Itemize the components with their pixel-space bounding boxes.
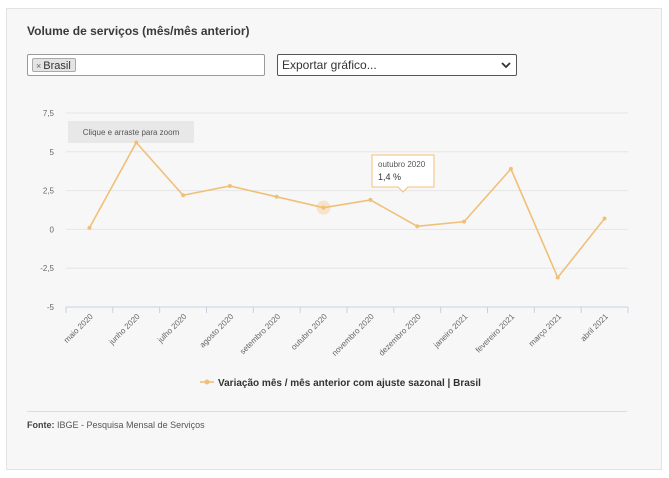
x-tick-label: setembro 2020 (238, 312, 282, 356)
x-tick-label: agosto 2020 (198, 312, 236, 350)
y-tick-label: 0 (50, 225, 55, 234)
series-line (88, 141, 606, 280)
zoom-hint-box (68, 121, 194, 143)
x-tick-label: março 2021 (527, 312, 564, 349)
x-tick-label: dezembro 2020 (377, 312, 423, 358)
data-point[interactable] (321, 205, 326, 210)
export-select-label: Exportar gráfico... (282, 58, 377, 72)
data-point[interactable] (227, 183, 232, 188)
legend-marker (204, 379, 210, 385)
data-point[interactable] (134, 140, 139, 145)
data-point[interactable] (508, 166, 513, 171)
data-point[interactable] (602, 216, 607, 221)
source-label: Fonte: (27, 420, 55, 430)
chart-title: Volume de serviços (mês/mês anterior) (27, 24, 250, 38)
y-tick-label: 2,5 (43, 187, 55, 196)
region-filter-input[interactable]: × Brasil (27, 54, 265, 76)
y-tick-label: -2,5 (40, 264, 54, 273)
tooltip-box (371, 154, 435, 193)
data-point[interactable] (274, 194, 279, 199)
y-tick-label: 5 (50, 148, 55, 157)
y-tick-label: -5 (47, 303, 55, 312)
chevron-down-icon (501, 62, 511, 69)
data-point[interactable] (415, 224, 420, 229)
x-tick-label: abril 2021 (579, 312, 611, 344)
export-chart-select[interactable]: Exportar gráfico... (277, 54, 517, 76)
region-tag: × Brasil (32, 58, 76, 72)
x-tick-label: julho 2020 (155, 312, 189, 346)
data-point[interactable] (368, 197, 373, 202)
divider (27, 411, 627, 412)
x-tick-label: fevereiro 2021 (474, 312, 517, 355)
x-tick-label: janeiro 2021 (431, 312, 470, 351)
data-point[interactable] (462, 219, 467, 224)
x-tick-label: junho 2020 (107, 312, 142, 347)
legend-label[interactable]: Variação mês / mês anterior com ajuste s… (218, 378, 481, 389)
data-point[interactable] (555, 275, 560, 280)
region-tag-label: Brasil (43, 60, 71, 72)
x-tick-label: novembro 2020 (330, 312, 376, 358)
x-tick-label: outubro 2020 (289, 312, 329, 352)
source-note: Fonte: IBGE - Pesquisa Mensal de Serviço… (27, 420, 205, 430)
remove-tag-icon[interactable]: × (36, 61, 42, 71)
tooltip-value: 1,4 % (378, 172, 401, 182)
data-point[interactable] (87, 225, 92, 230)
source-text: IBGE - Pesquisa Mensal de Serviços (57, 420, 205, 430)
tooltip-category: outubro 2020 (378, 160, 426, 169)
zoom-hint-text: Clique e arraste para zoom (83, 128, 180, 137)
x-tick-label: maio 2020 (62, 312, 95, 345)
data-point[interactable] (181, 193, 186, 198)
chart-card (6, 8, 662, 470)
y-tick-label: 7,5 (43, 109, 55, 118)
